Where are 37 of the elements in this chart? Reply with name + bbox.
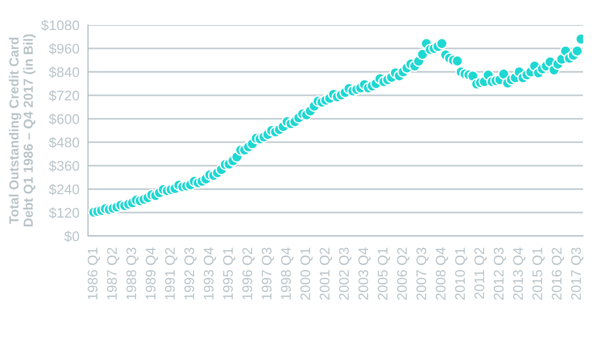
x-tick-label: 2012 Q3 (494, 248, 506, 300)
x-tick-label: 1988 Q3 (126, 248, 139, 300)
y-tick-label: $480 (48, 136, 80, 148)
x-tick-label: 2008 Q4 (436, 248, 448, 300)
x-tick-label: 2005 Q1 (378, 248, 390, 300)
x-tick-label: 1998 Q4 (281, 248, 294, 300)
y-tick-label: $240 (48, 184, 80, 196)
x-tick-label: 2002 Q3 (339, 248, 352, 300)
y-tick-label: $600 (48, 114, 80, 125)
x-tick-label: 1991 Q2 (165, 248, 178, 300)
y-tick-label: $960 (48, 43, 80, 54)
x-tick-label: 2010 Q1 (455, 248, 468, 300)
x-tick-label: 1995 Q1 (223, 248, 236, 300)
x-tick-label: 2000 Q1 (300, 248, 313, 300)
y-tick-label: $1080 (41, 20, 80, 31)
x-tick-label: 2016 Q2 (552, 248, 564, 300)
x-tick-label: 1987 Q2 (107, 248, 120, 300)
y-tick-label: $0 (64, 230, 80, 242)
x-tick-label: 1989 Q4 (146, 248, 158, 300)
x-tick-label: 2006 Q2 (397, 248, 410, 300)
x-tick-label: 1992 Q3 (184, 248, 197, 300)
y-tick-label: $840 (48, 66, 80, 78)
y-tick-label: $120 (48, 207, 80, 219)
x-tick-label: 2003 Q4 (358, 248, 371, 300)
x-tick-label: 1996 Q2 (242, 248, 255, 300)
x-tick-label: 1993 Q4 (204, 248, 216, 300)
x-tick-label: 2001 Q2 (320, 248, 332, 300)
x-tick-label: 2015 Q1 (532, 248, 545, 300)
y-axis-title: Total Outstanding Credit Card Debt Q1 1986 – Q4 2017 (in Bil) (8, 34, 36, 226)
y-tick-label: $720 (48, 90, 80, 102)
y-tick-label: $360 (48, 160, 80, 172)
x-tick-label: 2007 Q3 (416, 248, 429, 300)
x-tick-label: 1986 Q1 (88, 248, 100, 300)
x-tick-label: 2013 Q4 (513, 248, 526, 300)
x-tick-label: 2011 Q2 (474, 248, 487, 299)
x-tick-label: 2017 Q3 (571, 248, 584, 300)
x-tick-label: 1997 Q3 (262, 248, 274, 300)
